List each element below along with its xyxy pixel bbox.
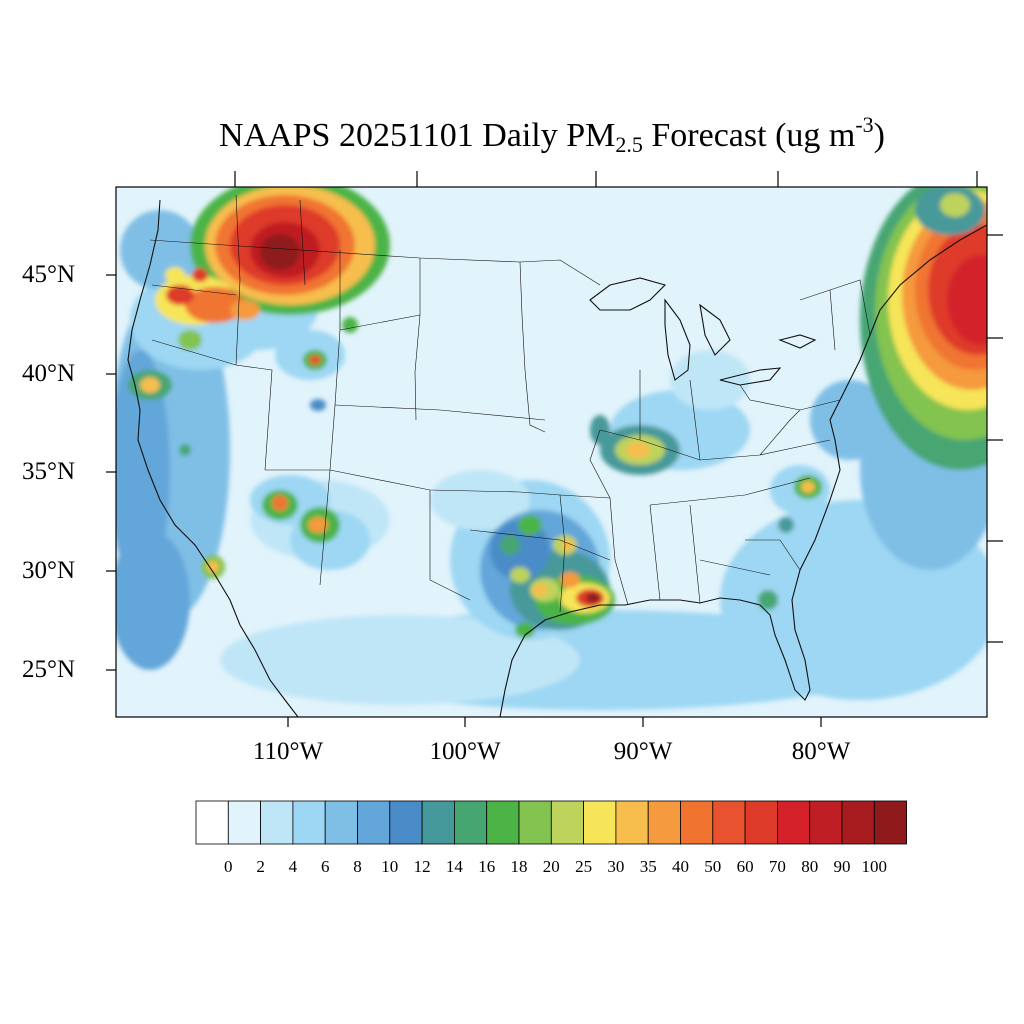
colorbar-label: 8 (353, 857, 362, 876)
colorbar-swatch (841, 800, 875, 845)
pm25-plume (309, 355, 321, 365)
lon-label-110: 110°W (252, 738, 324, 765)
pm25-plume (310, 399, 326, 411)
colorbar-label: 40 (672, 857, 689, 876)
colorbar-swatch (809, 800, 843, 845)
colorbar-swatch (583, 800, 617, 845)
colorbar-label: 4 (289, 857, 298, 876)
colorbar-label: 14 (446, 857, 464, 876)
colorbar-swatch (518, 800, 552, 845)
axis-ticks (106, 171, 1003, 727)
pm25-plume (532, 584, 548, 596)
lat-label-40: 40°N (22, 360, 76, 387)
pm25-plume (940, 193, 970, 217)
lat-label-25: 25°N (22, 656, 76, 683)
colorbar-label: 60 (737, 857, 754, 876)
lon-label-80: 80°W (791, 738, 851, 765)
map-title: NAAPS 20251101 Daily PM2.5 Forecast (ug … (218, 112, 885, 157)
colorbar-swatch (260, 800, 294, 845)
pm25-plume (490, 520, 550, 580)
colorbar-label: 20 (543, 857, 560, 876)
colorbar-label: 2 (256, 857, 265, 876)
colorbar-label: 100 (862, 857, 888, 876)
colorbar-label: 6 (321, 857, 330, 876)
state-borders (149, 194, 871, 613)
pm25-plume (510, 567, 530, 583)
colorbar-label: 90 (834, 857, 851, 876)
colorbar-swatch (324, 800, 358, 845)
lon-label-90: 90°W (613, 738, 673, 765)
colorbar-swatch (647, 800, 681, 845)
pm25-plume (500, 535, 520, 555)
coastline (127, 199, 987, 717)
colorbar-label: 0 (224, 857, 233, 876)
map-frame (115, 186, 988, 718)
lat-label-35: 35°N (22, 458, 76, 485)
colorbar-swatch (680, 800, 714, 845)
pm25-plume (947, 255, 987, 345)
pm25-plume (758, 590, 778, 610)
colorbar-swatch (292, 800, 326, 845)
pm25-plume (586, 593, 600, 603)
pm25-plume (179, 444, 191, 456)
colorbar-label: 16 (478, 857, 495, 876)
pm25-plume (626, 442, 650, 458)
pm25-plume (778, 517, 794, 533)
colorbar-label: 80 (801, 857, 818, 876)
colorbar-swatch (550, 800, 584, 845)
pm25-plume (260, 234, 300, 270)
pm25-plume (272, 495, 288, 511)
colorbar-swatch (712, 800, 746, 845)
pm25-plume (192, 268, 208, 282)
colorbar-swatch (486, 800, 520, 845)
pm25-plume (560, 572, 580, 588)
pm25-plume (207, 561, 219, 573)
pm25-plume (166, 285, 194, 305)
colorbar-swatch (744, 800, 778, 845)
colorbar-label: 12 (414, 857, 431, 876)
colorbar-swatch (389, 800, 423, 845)
colorbar-label: 25 (575, 857, 592, 876)
colorbar-label: 70 (769, 857, 786, 876)
pm25-plume (801, 481, 815, 493)
pm25-plume (165, 267, 185, 283)
colorbar-swatch (615, 800, 649, 845)
colorbar-label: 10 (381, 857, 398, 876)
colorbar-swatch (357, 800, 391, 845)
pm25-plume (308, 517, 328, 533)
colorbar-swatch (873, 800, 907, 845)
colorbar-label: 35 (640, 857, 657, 876)
colorbar-swatch (195, 800, 229, 845)
pm25-plume (518, 515, 542, 535)
pm25-plume (430, 470, 530, 530)
pm25-plume (515, 622, 535, 638)
pm25-plume (116, 350, 170, 590)
lon-label-100: 100°W (429, 738, 501, 765)
pm25-plume (178, 330, 202, 350)
colorbar-label: 30 (607, 857, 624, 876)
pm25-plume (220, 615, 580, 705)
pm25-plume (670, 350, 750, 410)
colorbar-swatch (453, 800, 488, 845)
colorbar-swatch (421, 800, 455, 845)
pm25-plume (140, 377, 160, 393)
colorbar-swatch (227, 800, 262, 845)
colorbar-label: 50 (704, 857, 721, 876)
colorbar-label: 18 (511, 857, 528, 876)
pm25-plume (185, 287, 245, 323)
colorbar-swatch (777, 800, 811, 845)
lat-label-30: 30°N (22, 557, 76, 584)
pm25-plume (230, 300, 260, 320)
lat-label-45: 45°N (22, 261, 76, 288)
